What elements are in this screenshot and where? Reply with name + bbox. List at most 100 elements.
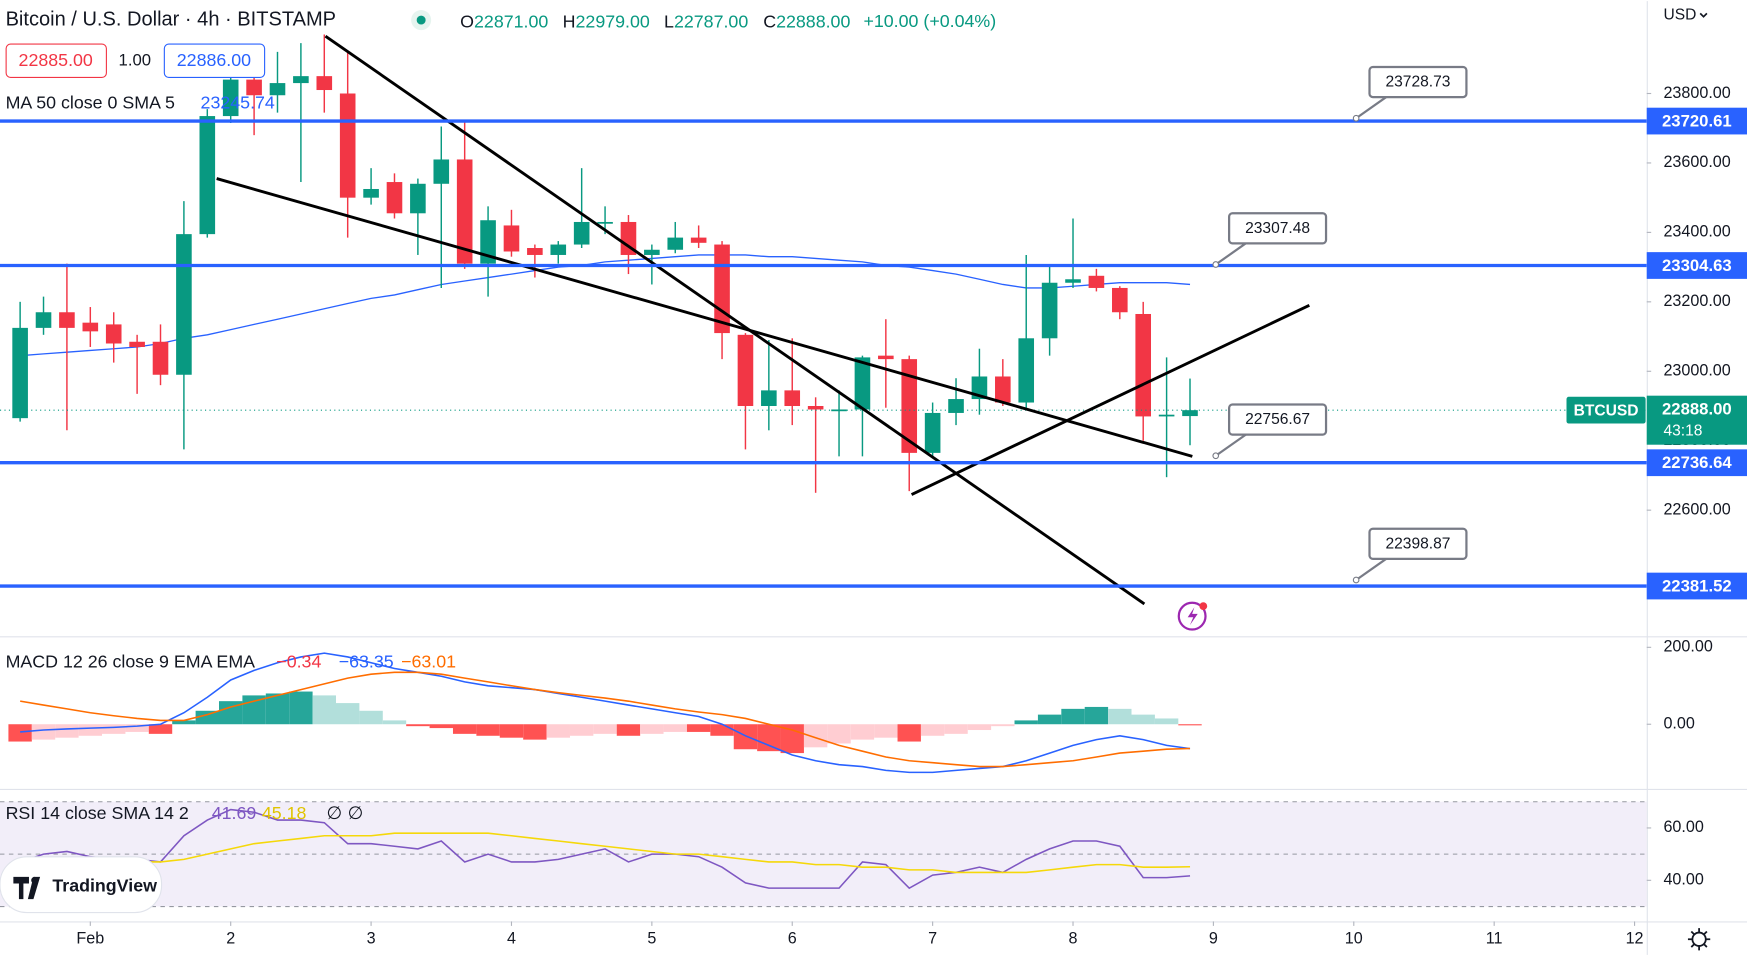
candle-body	[1065, 279, 1081, 283]
histogram-bar	[1178, 724, 1202, 726]
chart-title: Bitcoin / U.S. Dollar · 4h · BITSTAMP	[6, 8, 336, 30]
alert-badge[interactable]	[1199, 602, 1208, 611]
callout-anchor	[1212, 452, 1220, 460]
candle-body	[620, 221, 637, 255]
brand-logo-dot[interactable]	[31, 876, 38, 884]
level-label-box	[1646, 252, 1747, 279]
histogram-bar	[1131, 714, 1155, 725]
symbol-label-box	[1566, 396, 1646, 424]
histogram-bar	[827, 724, 851, 744]
histogram-bar	[476, 724, 500, 736]
callout-box	[1227, 212, 1328, 245]
histogram-bar	[1108, 708, 1132, 725]
x-tick-label: 12	[1626, 930, 1644, 948]
histogram-bar	[616, 724, 641, 736]
candle-body	[433, 159, 450, 184]
histogram-bar	[499, 724, 524, 738]
y-tick-label: 200.00	[1663, 638, 1712, 656]
histogram-bar	[289, 691, 313, 725]
candle-body	[948, 399, 964, 413]
ohlc-value: 22871.00	[474, 11, 548, 31]
x-tick-label: 5	[647, 930, 656, 948]
ohlc-value: 22787.00	[674, 11, 748, 31]
rsi-value: 41.69	[212, 803, 257, 823]
callout-pointer	[1215, 242, 1247, 266]
candle-body	[573, 221, 590, 245]
ohlc-key: C	[763, 11, 776, 31]
callout-pointer	[1355, 96, 1387, 120]
candle-body	[456, 159, 473, 264]
macd-signal-value: −63.01	[401, 652, 456, 672]
histogram-bar	[686, 724, 711, 732]
rsi-extra: ∅	[348, 803, 364, 823]
callout-pointer	[1215, 433, 1247, 457]
candle-body	[59, 312, 75, 328]
settings-teeth[interactable]	[1687, 928, 1711, 951]
candle-body	[527, 248, 543, 255]
last-price-label: 22888.00	[1662, 400, 1732, 419]
histogram-bar	[920, 724, 945, 736]
bid-box[interactable]	[5, 43, 107, 79]
alert-icon[interactable]	[1177, 601, 1207, 631]
macd-pane	[8, 652, 1202, 774]
y-tick-label: 23800.00	[1663, 84, 1730, 102]
x-tick-label: 8	[1069, 930, 1078, 948]
currency-chevron[interactable]	[1699, 12, 1708, 18]
histogram-bar	[733, 724, 758, 750]
histogram-bar	[874, 724, 898, 738]
histogram-bar	[663, 724, 687, 732]
alert-bolt[interactable]	[1187, 607, 1198, 626]
histogram-bar	[803, 724, 828, 748]
candle-body	[854, 357, 871, 410]
candle-body	[761, 390, 777, 407]
histogram-bar	[991, 724, 1015, 727]
x-tick-label: 10	[1345, 930, 1363, 948]
macd-hist-value: −0.34	[276, 652, 321, 672]
candle-body	[1088, 275, 1105, 288]
callout-label: 22398.87	[1385, 535, 1450, 552]
candle-body	[293, 76, 309, 84]
histogram-bar	[1154, 718, 1179, 725]
candle-body	[924, 412, 941, 453]
histogram-bar	[593, 724, 617, 734]
candle-body	[480, 220, 496, 264]
settings-icon[interactable]	[1687, 928, 1711, 951]
currency[interactable]: USD	[1663, 7, 1696, 24]
rsi-pane	[0, 801, 1647, 908]
ask-box[interactable]	[163, 43, 266, 79]
candle-body	[995, 376, 1011, 403]
histogram-bar	[195, 710, 220, 725]
histogram-bar	[55, 724, 79, 738]
level-label-box	[1646, 572, 1747, 600]
price-change: +10.00 (+0.04%)	[863, 11, 996, 31]
candle-body	[339, 93, 356, 198]
y-tick-label: 40.00	[1663, 871, 1703, 889]
ask-price[interactable]: 22886.00	[177, 50, 251, 70]
ohlc-value: 22979.00	[576, 11, 650, 31]
y-tick-label: 60.00	[1663, 818, 1703, 836]
histogram-bar	[452, 724, 477, 734]
bid-price[interactable]: 22885.00	[19, 50, 93, 70]
callout-label: 23307.48	[1245, 220, 1310, 237]
candle-body	[410, 183, 426, 214]
level-label: 23304.63	[1662, 256, 1732, 275]
candle-body	[35, 312, 52, 328]
level-label-box	[1646, 107, 1747, 135]
rsi-legend: RSI 14 close SMA 14 2	[6, 803, 189, 823]
ohlc-value: 22888.00	[776, 11, 850, 31]
brand-badge[interactable]	[0, 856, 163, 914]
brand-name[interactable]: TradingView	[52, 876, 157, 896]
histogram-bar	[523, 724, 547, 740]
x-tick-label: 7	[928, 930, 937, 948]
x-tick-label: 6	[788, 930, 797, 948]
y-tick-label: 22600.00	[1663, 500, 1730, 518]
spread: 1.00	[119, 51, 152, 70]
candle-body	[152, 341, 169, 375]
candle-body	[199, 116, 216, 235]
histogram-bar	[1014, 720, 1038, 725]
status-dot	[416, 15, 426, 25]
histogram-bar	[125, 724, 149, 732]
